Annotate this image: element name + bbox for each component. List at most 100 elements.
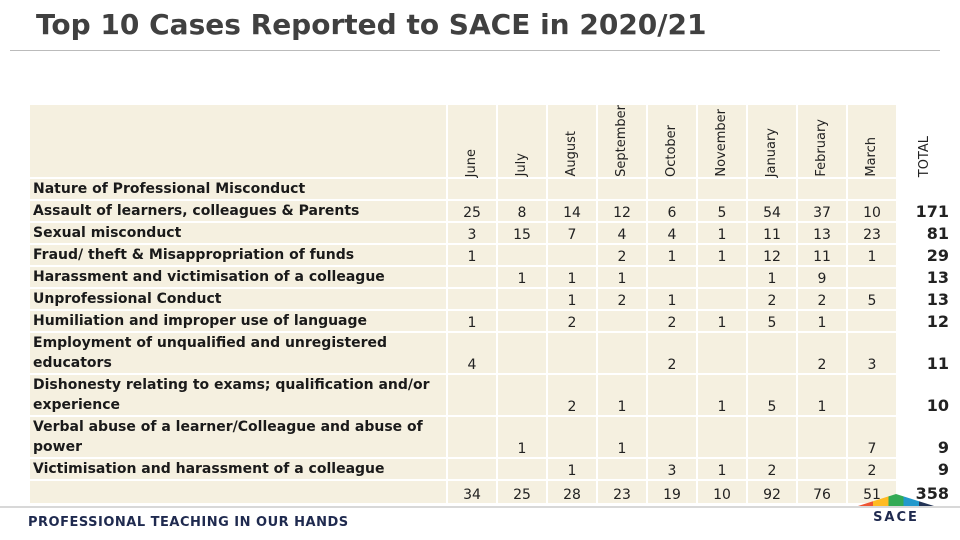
value-cell: 14 (548, 200, 596, 221)
empty-cell (448, 458, 496, 479)
value-cell: 1 (548, 288, 596, 309)
column-total: 51 (848, 480, 896, 503)
header-blank (30, 105, 446, 177)
total-cell: 11 (898, 332, 952, 373)
empty-cell (848, 374, 896, 415)
empty-cell (448, 416, 496, 457)
empty-cell (448, 288, 496, 309)
value-cell: 1 (648, 244, 696, 265)
empty-cell (548, 178, 596, 199)
value-cell: 2 (848, 458, 896, 479)
value-cell: 23 (848, 222, 896, 243)
column-header: September (598, 105, 646, 177)
value-cell: 1 (748, 266, 796, 287)
empty-cell (748, 332, 796, 373)
value-cell: 1 (548, 266, 596, 287)
empty-cell (648, 178, 696, 199)
value-cell: 2 (598, 244, 646, 265)
value-cell: 2 (748, 458, 796, 479)
value-cell: 10 (848, 200, 896, 221)
value-cell: 1 (698, 458, 746, 479)
label-header: Nature of Professional Misconduct (30, 178, 446, 199)
empty-cell (698, 266, 746, 287)
column-header: TOTAL (898, 105, 952, 177)
value-cell: 2 (548, 374, 596, 415)
footer-tagline: PROFESSIONAL TEACHING IN OUR HANDS (28, 515, 349, 530)
header-row: June July August September October November Ja… (30, 105, 952, 177)
logo-text: SACE (873, 510, 919, 525)
value-cell: 1 (798, 310, 846, 331)
column-header: July (498, 105, 546, 177)
value-cell: 5 (748, 374, 796, 415)
empty-cell (548, 244, 596, 265)
value-cell: 7 (848, 416, 896, 457)
value-cell: 2 (798, 332, 846, 373)
value-cell: 9 (798, 266, 846, 287)
value-cell: 4 (448, 332, 496, 373)
column-header: February (798, 105, 846, 177)
empty-cell (698, 416, 746, 457)
value-cell: 12 (598, 200, 646, 221)
totals-row: 34 25 28 23 19 10 92 76 51 358 (30, 480, 952, 503)
total-cell: 13 (898, 266, 952, 287)
grand-total: 358 (898, 480, 952, 503)
total-cell: 81 (898, 222, 952, 243)
value-cell: 2 (598, 288, 646, 309)
value-cell: 11 (748, 222, 796, 243)
column-header-text: June (464, 148, 479, 177)
empty-cell (798, 178, 846, 199)
value-cell: 7 (548, 222, 596, 243)
title-rule (10, 50, 940, 51)
value-cell: 1 (698, 222, 746, 243)
empty-cell (848, 178, 896, 199)
value-cell: 15 (498, 222, 546, 243)
logo: SACE (858, 494, 934, 534)
value-cell: 4 (598, 222, 646, 243)
value-cell: 1 (448, 244, 496, 265)
value-cell: 5 (848, 288, 896, 309)
column-header: August (548, 105, 596, 177)
empty-cell (798, 458, 846, 479)
value-cell: 13 (798, 222, 846, 243)
row-label: Fraud/ theft & Misappropriation of funds (30, 244, 446, 265)
data-row: Verbal abuse of a learner/Colleague and … (30, 416, 952, 457)
row-label: Assault of learners, colleagues & Parent… (30, 200, 446, 221)
column-header: June (448, 105, 496, 177)
value-cell: 1 (698, 244, 746, 265)
column-header: October (648, 105, 696, 177)
row-label: Sexual misconduct (30, 222, 446, 243)
total-cell: 171 (898, 200, 952, 221)
empty-cell (498, 178, 546, 199)
data-row: Unprofessional Conduct 1 2 1 2 2 5 13 (30, 288, 952, 309)
value-cell: 2 (798, 288, 846, 309)
value-cell: 1 (798, 374, 846, 415)
value-cell: 1 (498, 266, 546, 287)
row-label: Verbal abuse of a learner/Colleague and … (30, 416, 446, 457)
column-total: 28 (548, 480, 596, 503)
value-cell: 11 (798, 244, 846, 265)
value-cell: 12 (748, 244, 796, 265)
value-cell: 1 (448, 310, 496, 331)
column-header-text: August (564, 131, 579, 177)
empty-cell (848, 310, 896, 331)
slide-title: Top 10 Cases Reported to SACE in 2020/21 (36, 8, 707, 41)
column-header-text: September (614, 105, 629, 177)
footer-rule (0, 506, 960, 508)
empty-cell (748, 416, 796, 457)
empty-cell (448, 178, 496, 199)
value-cell: 5 (748, 310, 796, 331)
total-cell: 12 (898, 310, 952, 331)
label-header-row: Nature of Professional Misconduct (30, 178, 952, 199)
empty-cell (448, 266, 496, 287)
value-cell: 1 (548, 458, 596, 479)
data-row: Sexual misconduct 3 15 7 4 4 1 11 13 23 81 (30, 222, 952, 243)
value-cell: 3 (448, 222, 496, 243)
empty-cell (598, 332, 646, 373)
value-cell: 2 (648, 332, 696, 373)
empty-cell (648, 266, 696, 287)
column-header: November (698, 105, 746, 177)
column-header-text: October (664, 124, 679, 177)
empty-cell (798, 416, 846, 457)
empty-cell (548, 416, 596, 457)
